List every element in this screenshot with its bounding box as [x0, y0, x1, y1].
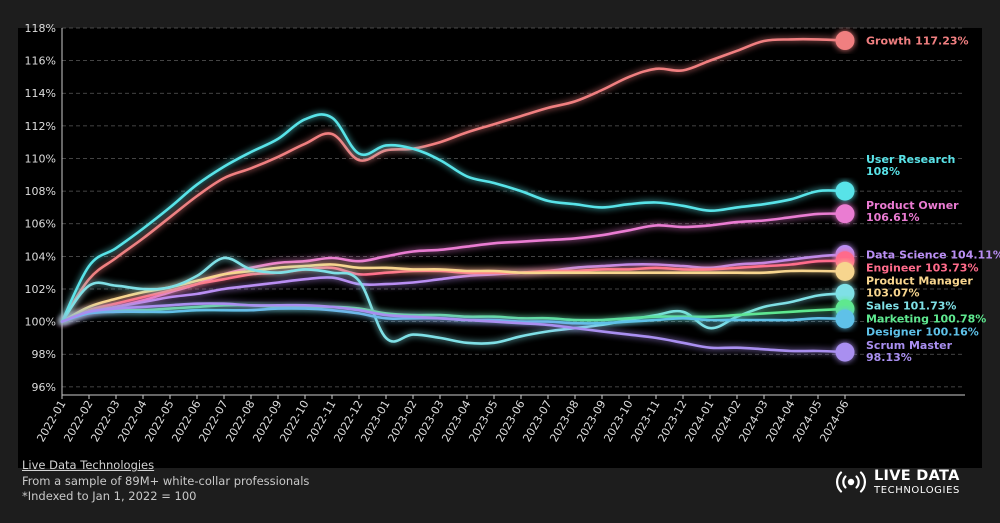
- series-line-scrum-master: [60, 302, 847, 354]
- index-note: *Indexed to Jan 1, 2022 = 100: [22, 489, 197, 503]
- end-label: Product Owner 106.61%: [866, 199, 959, 224]
- company-logo: LIVE DATA TECHNOLOGIES: [836, 466, 986, 500]
- y-tick-label: 104%: [25, 250, 56, 263]
- end-label: Data Science 104.11%: [866, 249, 1000, 262]
- series-line-sales: [60, 256, 847, 345]
- y-tick-label: 106%: [25, 218, 56, 231]
- series-line-data-science: [60, 253, 847, 323]
- end-label: Designer 100.16%: [866, 326, 979, 339]
- end-label: User Research 108%: [866, 153, 955, 178]
- end-marker-sales: [835, 283, 855, 303]
- end-marker-scrum-master: [835, 342, 855, 362]
- end-marker-product-owner: [835, 204, 855, 224]
- end-marker-product-manager: [835, 262, 855, 282]
- sample-note: From a sample of 89M+ white-collar profe…: [22, 473, 310, 488]
- end-marker-user-research: [835, 181, 855, 201]
- y-tick-label: 116%: [25, 55, 56, 68]
- y-tick-label: 98%: [32, 348, 56, 361]
- y-tick-label: 110%: [25, 152, 56, 165]
- end-label: Sales 101.73%: [866, 300, 956, 313]
- end-marker-growth: [835, 31, 855, 51]
- y-tick-label: 114%: [25, 87, 56, 100]
- end-label: Marketing 100.78%: [866, 313, 986, 326]
- y-tick-label: 108%: [25, 185, 56, 198]
- logo-text-secondary: TECHNOLOGIES: [874, 485, 960, 496]
- y-tick-label: 112%: [25, 120, 56, 133]
- footer: Live Data Technologies From a sample of …: [22, 458, 309, 505]
- source-link[interactable]: Live Data Technologies: [22, 458, 155, 472]
- logo-text-primary: LIVE DATA: [874, 468, 960, 484]
- y-tick-label: 102%: [25, 283, 56, 296]
- series-line-user-research: [60, 113, 847, 323]
- broadcast-icon: [836, 471, 866, 493]
- end-marker-designer: [835, 309, 855, 329]
- y-tick-label: 118%: [25, 22, 56, 35]
- end-labels: Growth 117.23% User Research 108% Product O…: [835, 31, 1000, 364]
- y-tick-label: 96%: [32, 381, 56, 394]
- y-tick-label: 100%: [25, 316, 56, 329]
- series-lines: [60, 37, 847, 354]
- series-line-engineer: [60, 259, 847, 323]
- end-label: Scrum Master 98.13%: [866, 339, 953, 364]
- end-label: Growth 117.23%: [866, 35, 969, 48]
- series-line-product-manager: [60, 263, 847, 323]
- end-label: Product Manager 103.07%: [866, 275, 973, 300]
- series-line-growth: [60, 37, 847, 323]
- end-label: Engineer 103.73%: [866, 262, 978, 275]
- series-line-marketing: [60, 303, 847, 323]
